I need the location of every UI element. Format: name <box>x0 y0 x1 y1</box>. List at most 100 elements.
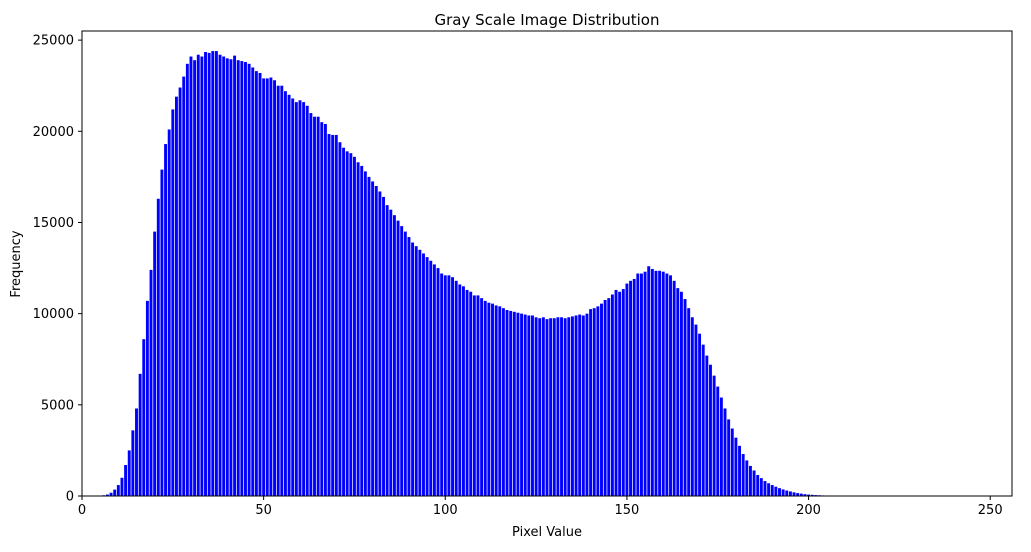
histogram-bar <box>145 300 149 496</box>
histogram-bar <box>516 312 520 496</box>
histogram-bar <box>763 481 767 496</box>
histogram-bar <box>454 280 458 496</box>
histogram-bar <box>294 102 298 497</box>
x-tick-label: 250 <box>978 503 1003 518</box>
histogram-bar <box>658 270 662 496</box>
histogram-bar <box>269 77 273 496</box>
histogram-bar <box>476 295 480 496</box>
histogram-bar <box>640 273 643 496</box>
histogram-bar <box>371 181 375 496</box>
y-axis: 0 5000 10000 15000 20000 25000 <box>33 34 82 505</box>
histogram-bar <box>541 317 545 496</box>
x-axis: 0 50 100 150 200 250 <box>78 496 1003 518</box>
histogram-bar <box>258 72 262 496</box>
histogram-bar <box>316 116 320 497</box>
histogram-bar <box>411 242 415 496</box>
histogram-bar <box>233 55 237 497</box>
histogram-bar <box>614 289 618 496</box>
histogram-bar <box>254 71 258 497</box>
histogram-bar <box>527 315 531 496</box>
histogram-bar <box>414 246 418 496</box>
histogram-bar <box>538 318 542 496</box>
x-tick-label: 150 <box>615 503 640 518</box>
histogram-bar <box>229 59 233 496</box>
histogram-bar <box>494 305 498 496</box>
histogram-bar <box>251 67 255 496</box>
histogram-bar <box>650 268 654 496</box>
histogram-bar <box>389 209 393 496</box>
histogram-bar <box>214 51 218 497</box>
histogram-bar <box>374 186 378 496</box>
histogram-bar <box>353 156 356 496</box>
histogram-bar <box>367 176 371 496</box>
histogram-bar <box>748 465 752 496</box>
histogram-bar <box>236 60 240 497</box>
histogram-bar <box>247 63 251 496</box>
histogram-bar <box>382 196 385 496</box>
histogram-bar <box>378 191 382 496</box>
histogram-bar <box>193 60 197 497</box>
histogram-bar <box>618 291 622 496</box>
histogram-bar <box>647 266 651 496</box>
histogram-bar <box>654 270 658 496</box>
histogram-bar <box>661 271 665 496</box>
histogram-bar <box>280 85 284 497</box>
histogram-bar <box>694 324 698 496</box>
histogram-bar <box>461 286 465 496</box>
histogram-bar <box>581 315 585 496</box>
histogram-bar <box>211 51 215 497</box>
histogram-bar <box>443 275 447 496</box>
histogram-bar <box>432 264 436 496</box>
histogram-bar <box>487 302 491 496</box>
x-tick-label: 200 <box>796 503 821 518</box>
histogram-bar <box>218 54 222 497</box>
histogram-bar <box>323 124 327 496</box>
histogram-bar <box>498 306 502 496</box>
histogram-bar <box>287 94 291 496</box>
histogram-bar <box>331 134 335 496</box>
y-tick-label: 20000 <box>33 125 74 140</box>
histogram-bar <box>160 169 164 496</box>
histogram-bar <box>520 313 524 496</box>
histogram-bar <box>182 76 186 496</box>
histogram-bar <box>156 198 160 496</box>
histogram-bar <box>469 291 473 496</box>
histogram-bar <box>745 460 749 496</box>
histogram-bar <box>676 288 680 496</box>
histogram-bar <box>283 91 287 497</box>
histogram-bar <box>309 113 313 496</box>
histogram-bar <box>629 280 633 496</box>
histogram-bar <box>690 317 694 496</box>
histogram-bar <box>767 483 771 496</box>
histogram-bar <box>440 273 444 496</box>
histogram-bar <box>135 408 138 496</box>
histogram-bar <box>567 317 571 496</box>
histogram-bar <box>625 283 629 496</box>
histogram-bar <box>167 129 171 496</box>
histogram-bar <box>305 105 309 496</box>
histogram-bar <box>596 306 600 496</box>
histogram-bar <box>774 486 778 496</box>
histogram-bar <box>589 309 593 496</box>
histogram-bar <box>712 375 716 496</box>
histogram-bar <box>705 355 709 496</box>
histogram-bar <box>327 134 331 496</box>
histogram-bar <box>138 373 142 496</box>
y-tick-label: 10000 <box>33 307 74 322</box>
histogram-bar <box>422 253 425 496</box>
histogram-bar <box>643 271 647 496</box>
histogram-bar <box>509 310 513 496</box>
histogram-bar <box>792 492 796 496</box>
histogram-bar <box>556 317 560 496</box>
histogram-bar <box>560 317 563 496</box>
histogram-bar <box>600 303 603 496</box>
histogram-bar <box>730 428 734 496</box>
histogram-bar <box>265 78 269 496</box>
histogram-bar <box>109 492 113 496</box>
histogram-bar <box>512 311 516 496</box>
histogram-bar <box>741 454 745 496</box>
histogram-bar <box>810 494 814 496</box>
histogram-bar <box>345 151 349 496</box>
histogram-bar <box>770 485 774 496</box>
histogram-bar <box>796 493 800 496</box>
